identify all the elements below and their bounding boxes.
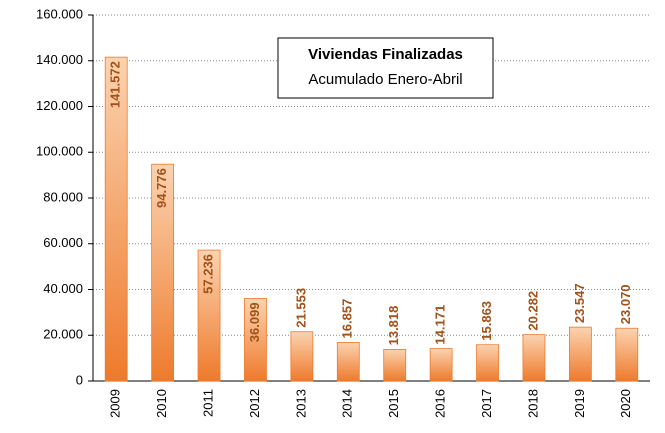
bar (568, 326, 592, 382)
title-box (277, 37, 494, 99)
y-tick-label: 140.000 (36, 52, 83, 67)
x-tick-label: 2015 (386, 389, 401, 418)
value-label: 141.572 (108, 61, 123, 108)
y-tick-label: 20.000 (43, 327, 83, 342)
y-tick-label: 160.000 (36, 6, 83, 21)
bar (290, 331, 314, 382)
y-tick-label: 120.000 (36, 98, 83, 113)
value-label: 57.236 (200, 254, 215, 294)
bar (151, 163, 175, 382)
bar (383, 348, 407, 382)
plot-area: 0 20.000 40.000 60.000 80.000 100.000 120.000 1… (36, 6, 650, 418)
bar (522, 334, 546, 382)
y-tick-label: 100.000 (36, 144, 83, 159)
bar (244, 298, 267, 382)
bar (197, 249, 221, 382)
x-tick-label: 2013 (293, 389, 308, 418)
x-tick-label: 2019 (572, 389, 587, 418)
x-tick-label: 2011 (200, 389, 215, 417)
value-label: 36.099 (247, 302, 262, 342)
value-label: 23.547 (572, 283, 587, 323)
value-label: 20.282 (525, 291, 540, 331)
value-label: 13.818 (386, 306, 401, 346)
y-tick-label: 0 (76, 372, 83, 387)
x-tick-label: 2020 (618, 389, 633, 418)
bar (429, 348, 453, 382)
x-tick-label: 2009 (108, 389, 123, 418)
y-tick-label: 80.000 (43, 189, 83, 204)
y-tick-label: 60.000 (43, 235, 83, 250)
value-label: 94.776 (154, 168, 169, 208)
x-tick-label: 2018 (525, 389, 540, 418)
y-tick-label: 40.000 (43, 281, 83, 296)
x-tick-label: 2010 (154, 389, 169, 418)
bar (336, 342, 360, 382)
bar (615, 327, 639, 382)
x-tick-label: 2017 (479, 389, 494, 418)
value-label: 21.553 (293, 288, 308, 328)
x-tick-label: 2016 (433, 389, 448, 418)
value-label: 23.070 (618, 284, 633, 324)
x-tick-label: 2012 (247, 389, 262, 418)
bar (104, 56, 128, 382)
x-tick-label: 2014 (340, 389, 355, 418)
value-label: 16.857 (340, 299, 355, 339)
value-label: 14.171 (433, 305, 448, 345)
bar (476, 344, 499, 382)
chart-title: Viviendas Finalizadas (308, 46, 463, 63)
chart-subtitle: Acumulado Enero-Abril (308, 71, 462, 88)
value-label: 15.863 (479, 301, 494, 341)
